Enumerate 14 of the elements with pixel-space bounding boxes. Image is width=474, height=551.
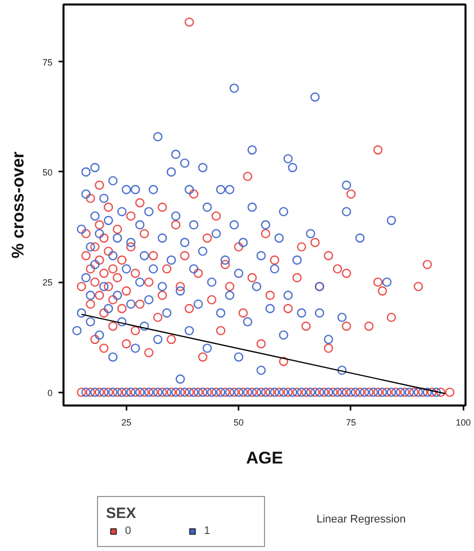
x-tick-label: 50 xyxy=(234,418,244,428)
y-tick-label: 0 xyxy=(47,388,53,398)
y-axis-title: % cross-over xyxy=(8,151,28,258)
legend-title: SEX xyxy=(106,505,138,522)
y-tick-label: 75 xyxy=(42,57,53,68)
x-tick-label: 75 xyxy=(346,418,356,428)
x-axis-title: AGE xyxy=(246,448,283,468)
x-tick-label: 100 xyxy=(456,418,471,428)
y-tick-label: 25 xyxy=(42,278,53,288)
y-tick-label: 50 xyxy=(42,167,53,178)
text: Linear Regression xyxy=(316,514,406,526)
x-tick-label: 25 xyxy=(121,418,132,428)
legend-label: 0 xyxy=(125,525,132,537)
legend-label: 1 xyxy=(204,525,212,537)
